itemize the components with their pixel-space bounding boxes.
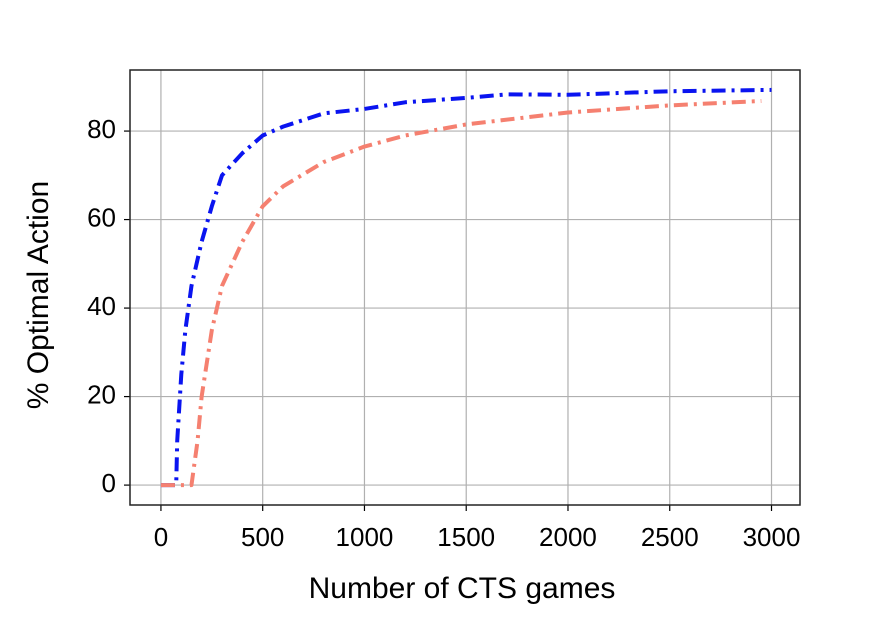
y-tick-label: 20 — [87, 379, 116, 409]
x-tick-label: 1000 — [336, 522, 394, 552]
x-tick-label: 3000 — [743, 522, 801, 552]
y-tick-label: 0 — [102, 468, 116, 498]
x-tick-label: 1500 — [437, 522, 495, 552]
x-tick-label: 2500 — [641, 522, 699, 552]
series-line — [160, 98, 762, 488]
x-tick-label: 0 — [154, 522, 168, 552]
series-line — [160, 87, 772, 488]
plot-frame — [129, 69, 801, 506]
y-tick-label: 40 — [87, 291, 116, 321]
x-axis-label: Number of CTS games — [309, 572, 616, 605]
x-tick-label: 2000 — [539, 522, 597, 552]
y-tick-label: 80 — [87, 114, 116, 144]
y-axis-label: % Optimal Action — [22, 181, 55, 409]
x-tick-label: 500 — [241, 522, 284, 552]
y-tick-label: 60 — [87, 202, 116, 232]
